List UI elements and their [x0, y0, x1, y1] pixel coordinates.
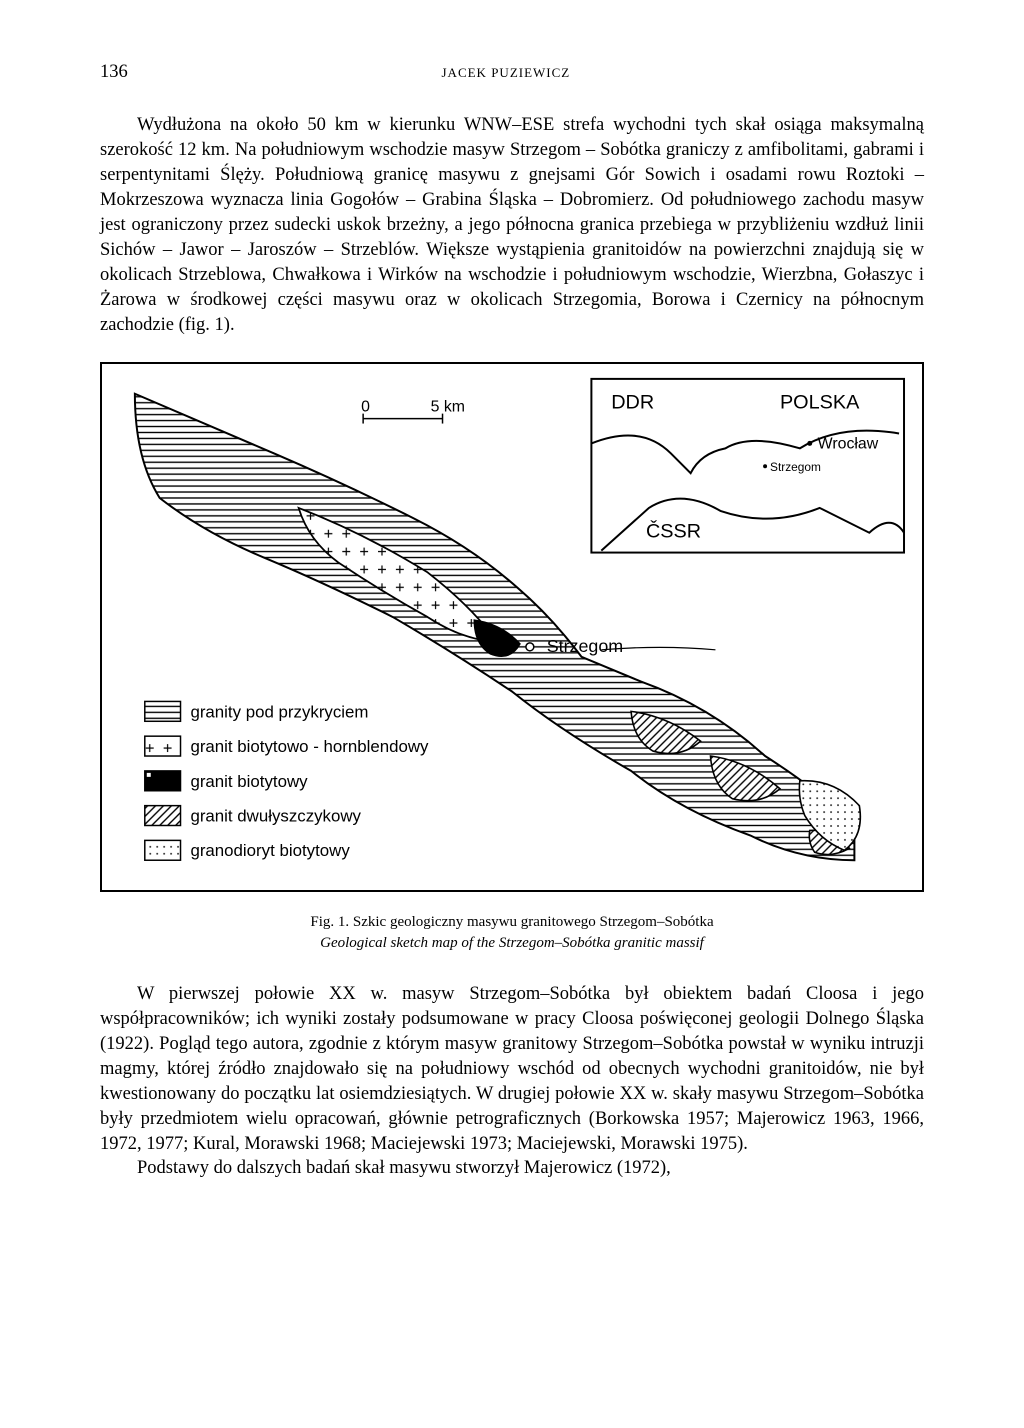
paragraph-1-text: Wydłużona na około 50 km w kierunku WNW–… [100, 113, 924, 338]
inset-map: DDR POLSKA Wrocław Strzegom ČSSR [591, 379, 904, 553]
figure-1: DDR POLSKA Wrocław Strzegom ČSSR 0 5 km … [100, 362, 924, 892]
body-paragraph-2: W pierwszej połowie XX w. masyw Strzegom… [100, 982, 924, 1182]
inset-cssr: ČSSR [646, 519, 701, 542]
legend: granity pod przykryciem granit biotytowo… [145, 701, 429, 860]
author-name: JACEK PUZIEWICZ [128, 64, 884, 82]
scale-5: 5 km [431, 398, 465, 415]
legend-label-4: granodioryt biotytowy [190, 841, 350, 860]
legend-label-0: granity pod przykryciem [190, 702, 368, 721]
page-number: 136 [100, 60, 128, 85]
body-paragraph-1: Wydłużona na około 50 km w kierunku WNW–… [100, 113, 924, 338]
paragraph-2-text: W pierwszej połowie XX w. masyw Strzegom… [100, 982, 924, 1157]
figure-caption: Fig. 1. Szkic geologiczny masywu granito… [100, 912, 924, 954]
legend-label-1: granit biotytowo - hornblendowy [190, 737, 429, 756]
page-header: 136 JACEK PUZIEWICZ [100, 60, 924, 85]
legend-label-3: granit dwułyszczykowy [190, 806, 361, 825]
inset-strzegom: Strzegom [770, 460, 821, 474]
scale-0: 0 [361, 398, 370, 415]
paragraph-3-text: Podstawy do dalszych badań skał masywu s… [100, 1156, 924, 1181]
caption-line-1: Fig. 1. Szkic geologiczny masywu granito… [100, 912, 924, 933]
inset-wroclaw: Wrocław [818, 435, 879, 452]
label-strzegom: Strzegom [547, 635, 623, 655]
legend-label-2: granit biotytowy [190, 771, 308, 790]
scale-bar: 0 5 km [361, 398, 465, 423]
inset-polska: POLSKA [780, 391, 860, 413]
inset-ddr: DDR [611, 391, 654, 413]
caption-line-2: Geological sketch map of the Strzegom–So… [100, 933, 924, 954]
